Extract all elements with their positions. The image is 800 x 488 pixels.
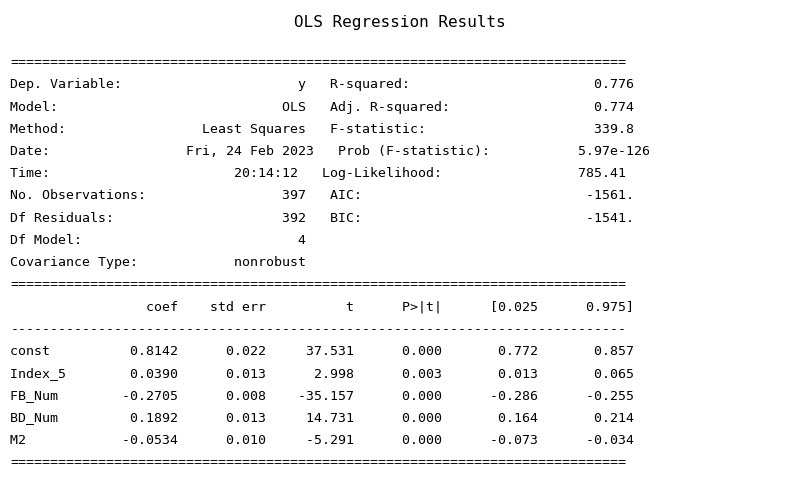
Text: -----------------------------------------------------------------------------: ----------------------------------------… bbox=[10, 322, 626, 335]
Text: Method:                 Least Squares   F-statistic:                     339.8: Method: Least Squares F-statistic: 339.8 bbox=[10, 122, 634, 136]
Text: const          0.8142      0.022     37.531      0.000       0.772       0.857: const 0.8142 0.022 37.531 0.000 0.772 0.… bbox=[10, 344, 634, 357]
Text: Model:                            OLS   Adj. R-squared:                  0.774: Model: OLS Adj. R-squared: 0.774 bbox=[10, 101, 634, 113]
Text: =============================================================================: ========================================… bbox=[10, 56, 626, 69]
Text: OLS Regression Results: OLS Regression Results bbox=[294, 15, 506, 30]
Text: M2            -0.0534      0.010     -5.291      0.000      -0.073      -0.034: M2 -0.0534 0.010 -5.291 0.000 -0.073 -0.… bbox=[10, 433, 634, 446]
Text: Time:                       20:14:12   Log-Likelihood:                 785.41: Time: 20:14:12 Log-Likelihood: 785.41 bbox=[10, 167, 626, 180]
Text: Covariance Type:            nonrobust: Covariance Type: nonrobust bbox=[10, 255, 634, 268]
Text: Df Residuals:                     392   BIC:                            -1541.: Df Residuals: 392 BIC: -1541. bbox=[10, 211, 634, 224]
Text: Df Model:                           4: Df Model: 4 bbox=[10, 233, 634, 246]
Text: =============================================================================: ========================================… bbox=[10, 455, 626, 468]
Text: =============================================================================: ========================================… bbox=[10, 278, 626, 290]
Text: Index_5        0.0390      0.013      2.998      0.003       0.013       0.065: Index_5 0.0390 0.013 2.998 0.003 0.013 0… bbox=[10, 366, 634, 379]
Text: Dep. Variable:                      y   R-squared:                       0.776: Dep. Variable: y R-squared: 0.776 bbox=[10, 78, 634, 91]
Text: BD_Num         0.1892      0.013     14.731      0.000       0.164       0.214: BD_Num 0.1892 0.013 14.731 0.000 0.164 0… bbox=[10, 410, 634, 424]
Text: Date:                 Fri, 24 Feb 2023   Prob (F-statistic):           5.97e-126: Date: Fri, 24 Feb 2023 Prob (F-statistic… bbox=[10, 145, 650, 158]
Text: FB_Num        -0.2705      0.008    -35.157      0.000      -0.286      -0.255: FB_Num -0.2705 0.008 -35.157 0.000 -0.28… bbox=[10, 388, 634, 401]
Text: coef    std err          t      P>|t|      [0.025      0.975]: coef std err t P>|t| [0.025 0.975] bbox=[10, 300, 634, 313]
Text: No. Observations:                 397   AIC:                            -1561.: No. Observations: 397 AIC: -1561. bbox=[10, 189, 634, 202]
